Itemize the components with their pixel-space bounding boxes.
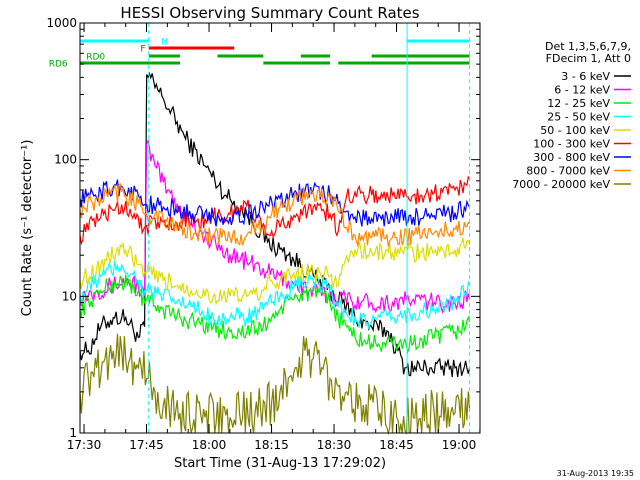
series-50-100-kev-line	[79, 237, 471, 306]
legend-item-label: 300 - 800 keV	[533, 151, 610, 164]
y-tick-label: 100	[54, 153, 77, 167]
series-group	[79, 71, 471, 436]
state-bar-f-label: F	[140, 45, 145, 55]
series-300-800-kev-line	[79, 179, 471, 227]
legend-item-label: 7000 - 20000 keV	[512, 178, 610, 191]
legend-item-label: 50 - 100 keV	[540, 124, 610, 137]
state-bar-n-label: N	[161, 38, 168, 48]
y-axis-label: Count Rate (s⁻¹ detector⁻¹)	[20, 140, 35, 317]
x-axis: 17:30 17:45 18:00 18:15 18:30 18:45 19:00	[67, 23, 481, 452]
y-axis: 1 10 100 1000	[46, 16, 480, 440]
y-tick-label: 1000	[46, 16, 77, 30]
x-tick-label: 18:30	[317, 438, 352, 452]
series-800-7000-kev-line	[79, 182, 471, 248]
legend-item-label: 25 - 50 keV	[547, 111, 610, 124]
legend: Det 1,3,5,6,7,9,FDecim 1, Att 0 3 - 6 keV…	[512, 40, 631, 191]
legend-header-line: FDecim 1, Att 0	[546, 52, 631, 65]
state-bars-group: N F RD0 RD6	[49, 38, 470, 70]
y-tick-label: 10	[62, 289, 77, 303]
chart-title: HESSI Observing Summary Count Rates	[120, 4, 419, 22]
y-tick-label: 1	[69, 426, 77, 440]
legend-item-label: 800 - 7000 keV	[526, 165, 610, 178]
legend-item-label: 100 - 300 keV	[533, 138, 610, 151]
x-axis-label: Start Time (31-Aug-13 17:29:02)	[174, 456, 386, 471]
x-tick-label: 17:30	[67, 438, 102, 452]
series-100-300-kev-line	[79, 175, 471, 246]
legend-item-label: 12 - 25 keV	[547, 97, 610, 110]
state-bar-rd0-label: RD0	[86, 53, 105, 63]
legend-item-label: 3 - 6 keV	[561, 70, 610, 83]
series-25-50-kev-line	[79, 260, 471, 329]
x-tick-label: 19:00	[442, 438, 477, 452]
series-7000-20000-kev-line	[79, 333, 471, 436]
x-tick-label: 18:00	[192, 438, 227, 452]
plot-frame	[79, 22, 481, 434]
x-tick-label: 18:15	[254, 438, 289, 452]
plot-timestamp: 31-Aug-2013 19:35	[557, 469, 634, 478]
x-tick-label: 17:45	[129, 438, 164, 452]
legend-header-line: Det 1,3,5,6,7,9,	[545, 40, 631, 53]
vertical-markers-group	[148, 23, 471, 433]
legend-item-label: 6 - 12 keV	[554, 84, 610, 97]
state-bar-rd6-label: RD6	[49, 60, 68, 70]
x-tick-label: 18:45	[379, 438, 414, 452]
series-3-6-kev-line	[79, 71, 471, 378]
series-12-25-kev-line	[79, 274, 471, 355]
series-6-12-kev-line	[79, 138, 471, 314]
